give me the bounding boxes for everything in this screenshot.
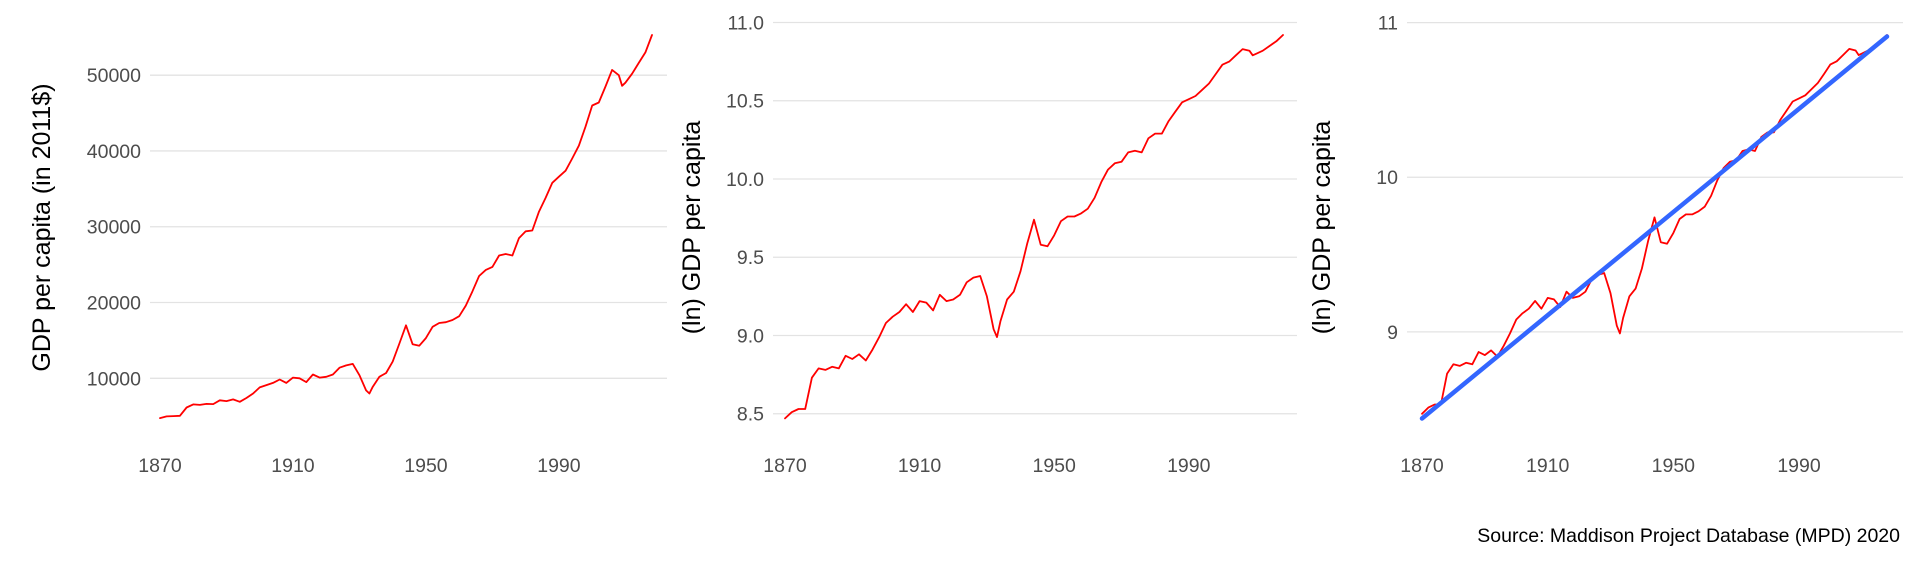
y-tick-label: 40000 <box>87 141 141 163</box>
x-tick-label: 1950 <box>1032 455 1076 477</box>
y-tick-label: 10 <box>1376 167 1398 189</box>
panel-log-gdp-per-capita: 8.5 9.0 9.5 10.0 10.5 11.0 1870 1910 1950 1990 (ln… <box>678 12 1297 477</box>
x-tick-label: 1990 <box>1777 455 1821 477</box>
gdp-series-line <box>1421 34 1888 415</box>
x-tick-label: 1870 <box>1400 455 1444 477</box>
y-tick-label: 11 <box>1378 13 1398 35</box>
x-tick-label: 1990 <box>537 455 581 477</box>
gdp-series-line <box>159 34 653 420</box>
y-tick-label: 9.5 <box>737 247 764 269</box>
y-tick-label: 20000 <box>87 293 141 315</box>
source-caption: Source: Maddison Project Database (MPD) … <box>1477 525 1900 547</box>
x-tick-label: 1910 <box>1526 455 1570 477</box>
gdp-series-line <box>784 34 1284 420</box>
panel-gdp-per-capita: 10000 20000 30000 40000 50000 1870 1910 1950 199… <box>28 34 667 477</box>
y-axis-title: GDP per capita (in 2011$) <box>28 83 56 371</box>
x-tick-label: 1950 <box>404 455 448 477</box>
panel-log-gdp-with-trend: 9 10 11 1870 1910 1950 1990 (ln) GDP per capita <box>1308 13 1903 477</box>
x-tick-label: 1870 <box>138 455 182 477</box>
x-tick-label: 1910 <box>271 455 315 477</box>
y-tick-label: 10.0 <box>726 169 764 191</box>
y-tick-label: 9 <box>1387 322 1398 344</box>
y-tick-label: 10.5 <box>726 91 764 113</box>
y-tick-label: 10000 <box>87 368 141 390</box>
y-tick-label: 30000 <box>87 217 141 239</box>
x-tick-label: 1990 <box>1167 455 1211 477</box>
y-tick-label: 9.0 <box>737 325 764 347</box>
linear-trend-line <box>1419 34 1890 421</box>
x-tick-label: 1910 <box>898 455 942 477</box>
x-tick-label: 1950 <box>1652 455 1696 477</box>
y-axis-title: (ln) GDP per capita <box>1308 121 1336 335</box>
y-tick-label: 50000 <box>87 65 141 87</box>
y-axis-title: (ln) GDP per capita <box>678 121 706 335</box>
y-tick-label: 8.5 <box>737 404 764 426</box>
y-tick-label: 11.0 <box>727 12 764 34</box>
x-tick-label: 1870 <box>763 455 807 477</box>
